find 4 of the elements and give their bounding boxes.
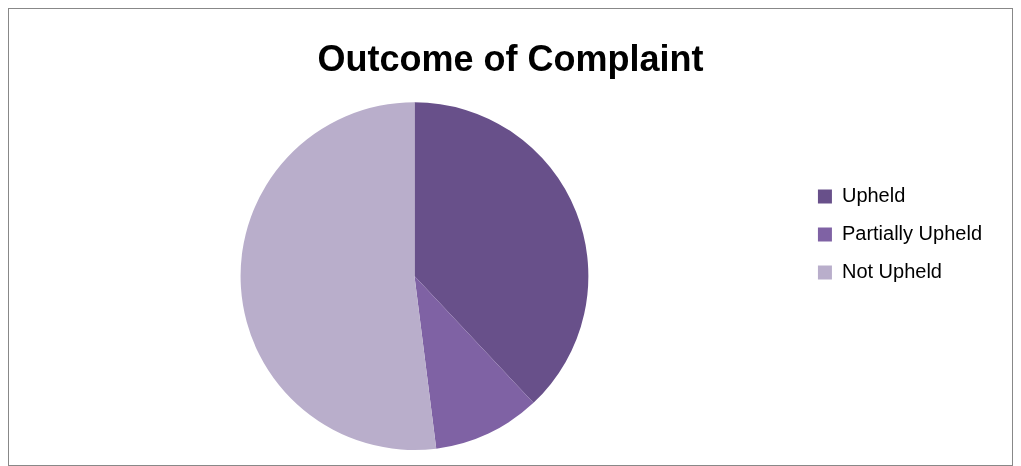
legend-label: Partially Upheld xyxy=(841,222,983,245)
chart-title: Outcome of Complaint xyxy=(317,37,704,79)
legend-label: Not Upheld xyxy=(841,260,942,283)
legend-label: Upheld xyxy=(841,184,906,207)
